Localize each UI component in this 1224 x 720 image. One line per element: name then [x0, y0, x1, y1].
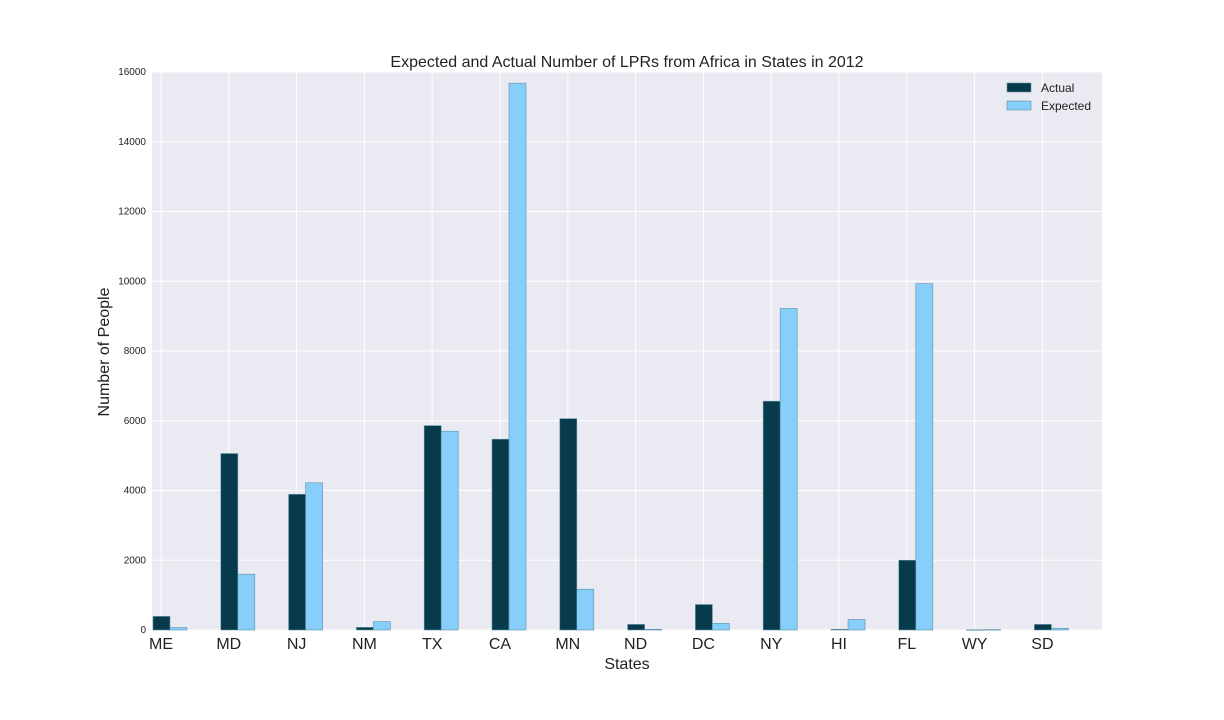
bar-expected-mn: [577, 589, 594, 630]
bar-actual-wy: [967, 630, 984, 631]
bar-actual-md: [221, 454, 238, 630]
legend-label-expected: Expected: [1041, 99, 1091, 113]
y-tick-label: 4000: [124, 486, 147, 497]
bar-expected-ca: [509, 83, 526, 630]
bar-actual-me: [153, 616, 170, 630]
bar-expected-wy: [984, 630, 1001, 631]
y-tick-label: 12000: [118, 207, 146, 218]
x-tick-label: FL: [897, 636, 916, 653]
bar-expected-nm: [373, 622, 390, 630]
y-tick-label: 10000: [118, 276, 146, 287]
legend-swatch-expected: [1007, 101, 1031, 110]
bar-expected-me: [170, 628, 187, 630]
y-tick-label: 0: [140, 625, 146, 636]
bar-actual-ca: [492, 439, 509, 630]
x-tick-label: HI: [831, 636, 847, 653]
y-tick-label: 16000: [118, 67, 146, 78]
bar-actual-nm: [356, 627, 373, 630]
y-tick-label: 6000: [124, 416, 147, 427]
bar-actual-ny: [763, 401, 780, 630]
y-tick-label: 14000: [118, 137, 146, 148]
y-axis-label: Number of People: [96, 287, 113, 416]
x-tick-label: ME: [149, 636, 173, 653]
legend-label-actual: Actual: [1041, 81, 1074, 95]
x-tick-label: MN: [555, 636, 580, 653]
chart-title: Expected and Actual Number of LPRs from …: [390, 54, 863, 71]
x-tick-label: NY: [760, 636, 783, 653]
x-tick-label: MD: [216, 636, 241, 653]
bar-actual-sd: [1034, 624, 1051, 630]
bar-expected-sd: [1051, 628, 1068, 630]
bar-actual-dc: [695, 605, 712, 630]
bar-actual-tx: [424, 426, 441, 630]
x-axis-ticks: ME MD NJ NM TX CA MN ND DC NY HI FL WY SD: [149, 636, 1054, 653]
x-tick-label: WY: [962, 636, 988, 653]
legend-swatch-actual: [1007, 83, 1031, 92]
bar-expected-hi: [848, 620, 865, 630]
x-tick-label: DC: [692, 636, 715, 653]
x-tick-label: SD: [1031, 636, 1053, 653]
x-tick-label: CA: [489, 636, 512, 653]
bar-actual-fl: [899, 560, 916, 630]
x-axis-label: States: [604, 656, 649, 673]
bar-expected-nd: [645, 629, 662, 630]
bar-actual-nj: [289, 494, 306, 630]
x-tick-label: ND: [624, 636, 647, 653]
bar-expected-ny: [780, 308, 797, 630]
bar-expected-dc: [712, 623, 729, 630]
y-tick-label: 2000: [124, 555, 147, 566]
bar-actual-nd: [628, 624, 645, 630]
bar-actual-hi: [831, 629, 848, 630]
x-tick-label: TX: [422, 636, 443, 653]
x-tick-label: NM: [352, 636, 377, 653]
bar-expected-tx: [441, 431, 458, 630]
y-axis-ticks: 0 2000 4000 6000 8000 10000 12000 14000 16000: [118, 67, 146, 636]
bar-expected-nj: [306, 483, 323, 630]
x-tick-label: NJ: [287, 636, 307, 653]
bar-expected-fl: [916, 284, 933, 630]
bar-actual-mn: [560, 419, 577, 630]
y-tick-label: 8000: [124, 346, 147, 357]
bar-expected-md: [238, 574, 255, 630]
